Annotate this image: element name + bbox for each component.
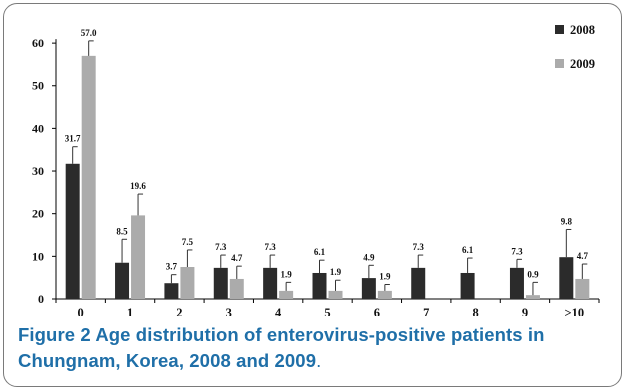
data-label: 7.3 <box>511 246 523 256</box>
y-tick-label: 20 <box>32 207 44 221</box>
caption-label: Figure 2 <box>18 324 91 345</box>
bar-2009-4 <box>279 290 294 299</box>
legend-label-2009: 2009 <box>570 57 595 71</box>
bar-2008-7 <box>411 267 426 299</box>
legend-swatch-2008 <box>555 25 564 34</box>
x-tick-label: 8 <box>472 306 478 316</box>
data-label: 7.5 <box>182 237 194 247</box>
data-label: 4.7 <box>577 251 589 261</box>
bar-2008-3 <box>213 267 228 299</box>
y-tick-label: 30 <box>32 164 44 178</box>
data-label: 9.8 <box>561 216 573 226</box>
data-label: 0.9 <box>527 269 539 279</box>
data-label: 1.9 <box>379 271 391 281</box>
data-label: 19.6 <box>130 181 146 191</box>
bar-2008->10 <box>559 257 574 299</box>
bar-2008-4 <box>263 267 278 299</box>
data-label: 1.9 <box>330 267 342 277</box>
x-tick-label: 7 <box>423 306 429 316</box>
bar-2008-1 <box>115 262 130 299</box>
bar-chart: 0 10 20 30 40 50 60 0 1 2 3 4 5 6 7 8 9 >10 31.7 8.5 3.7 7.3 7… <box>32 23 600 316</box>
legend-label-2008: 2008 <box>570 23 595 37</box>
legend-swatch-2009 <box>555 59 564 68</box>
x-tick-label: 3 <box>226 306 232 316</box>
data-label: 4.7 <box>231 253 243 263</box>
data-label: 6.1 <box>462 245 474 255</box>
bar-2009-1 <box>131 215 146 299</box>
bar-2009-5 <box>328 290 343 299</box>
data-label: 57.0 <box>81 28 97 38</box>
bar-2008-9 <box>509 267 524 299</box>
data-label: 31.7 <box>65 134 81 144</box>
data-label: 1.9 <box>281 269 293 279</box>
figure-frame: 0 10 20 30 40 50 60 0 1 2 3 4 5 6 7 8 9 >10 31.7 8.5 3.7 7.3 7… <box>3 3 622 387</box>
x-tick-label: 9 <box>522 306 528 316</box>
bar-2009-2 <box>180 267 195 299</box>
x-tick-label: 6 <box>374 306 380 316</box>
bar-2008-0 <box>65 163 80 299</box>
data-label: 4.9 <box>363 252 375 262</box>
x-tick-label: 0 <box>78 306 84 316</box>
x-tick-label: 4 <box>275 306 282 316</box>
x-tick-label: 2 <box>176 306 182 316</box>
data-label: 7.3 <box>413 242 425 252</box>
data-label: 6.1 <box>314 247 326 257</box>
data-label: 7.3 <box>215 242 227 252</box>
bar-2008-5 <box>312 272 327 299</box>
x-tick-label: >10 <box>565 306 585 316</box>
bar-2008-8 <box>460 272 475 299</box>
y-tick-label: 40 <box>32 121 44 135</box>
data-label: 7.3 <box>265 242 277 252</box>
x-tick-label: 1 <box>127 306 133 316</box>
caption-title: Age distribution of enterovirus-positive… <box>18 324 545 371</box>
bar-2009->10 <box>575 278 590 299</box>
bar-2008-2 <box>164 283 179 299</box>
bar-2009-6 <box>377 290 392 299</box>
y-tick-label: 60 <box>32 36 44 50</box>
data-label: 8.5 <box>116 226 128 236</box>
y-tick-label: 0 <box>38 292 44 306</box>
data-label: 3.7 <box>166 262 178 272</box>
y-tick-label: 50 <box>32 79 44 93</box>
bar-2009-3 <box>229 278 244 299</box>
bar-2009-9 <box>525 295 540 299</box>
x-tick-label: 5 <box>324 306 330 316</box>
y-tick-label: 10 <box>32 249 44 263</box>
figure-caption: Figure 2 Age distribution of enterovirus… <box>18 322 618 374</box>
caption-period: . <box>316 350 322 371</box>
bar-2008-6 <box>361 278 376 299</box>
bar-2009-0 <box>81 55 96 299</box>
